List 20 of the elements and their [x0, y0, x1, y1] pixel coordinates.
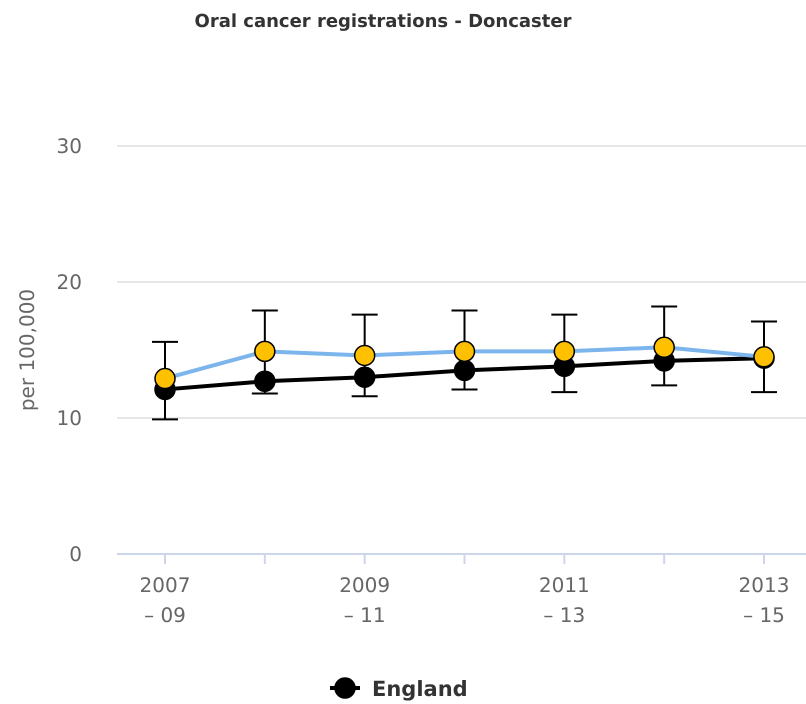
- y-tick-label: 0: [69, 542, 82, 566]
- x-tick-label: 2011 – 13: [538, 573, 590, 627]
- point: [254, 370, 276, 392]
- x-tick-label: 2007 – 09: [140, 573, 190, 627]
- point: [354, 366, 376, 388]
- x-tick-label: 2013 – 15: [738, 573, 790, 627]
- y-tick-label: 10: [56, 406, 82, 430]
- chart-title: Oral cancer registrations - Doncaster: [194, 11, 572, 32]
- x-tick-label: 2009 – 11: [339, 573, 390, 627]
- legend-label: England: [372, 677, 468, 701]
- y-tick-label: 20: [56, 270, 82, 294]
- point: [154, 368, 176, 390]
- y-tick-label: 30: [56, 134, 82, 158]
- point: [454, 340, 476, 362]
- y-axis-title: per 100,000: [15, 288, 39, 412]
- point: [354, 344, 376, 366]
- point: [554, 340, 576, 362]
- point: [653, 336, 675, 358]
- point: [454, 360, 476, 382]
- point: [254, 340, 276, 362]
